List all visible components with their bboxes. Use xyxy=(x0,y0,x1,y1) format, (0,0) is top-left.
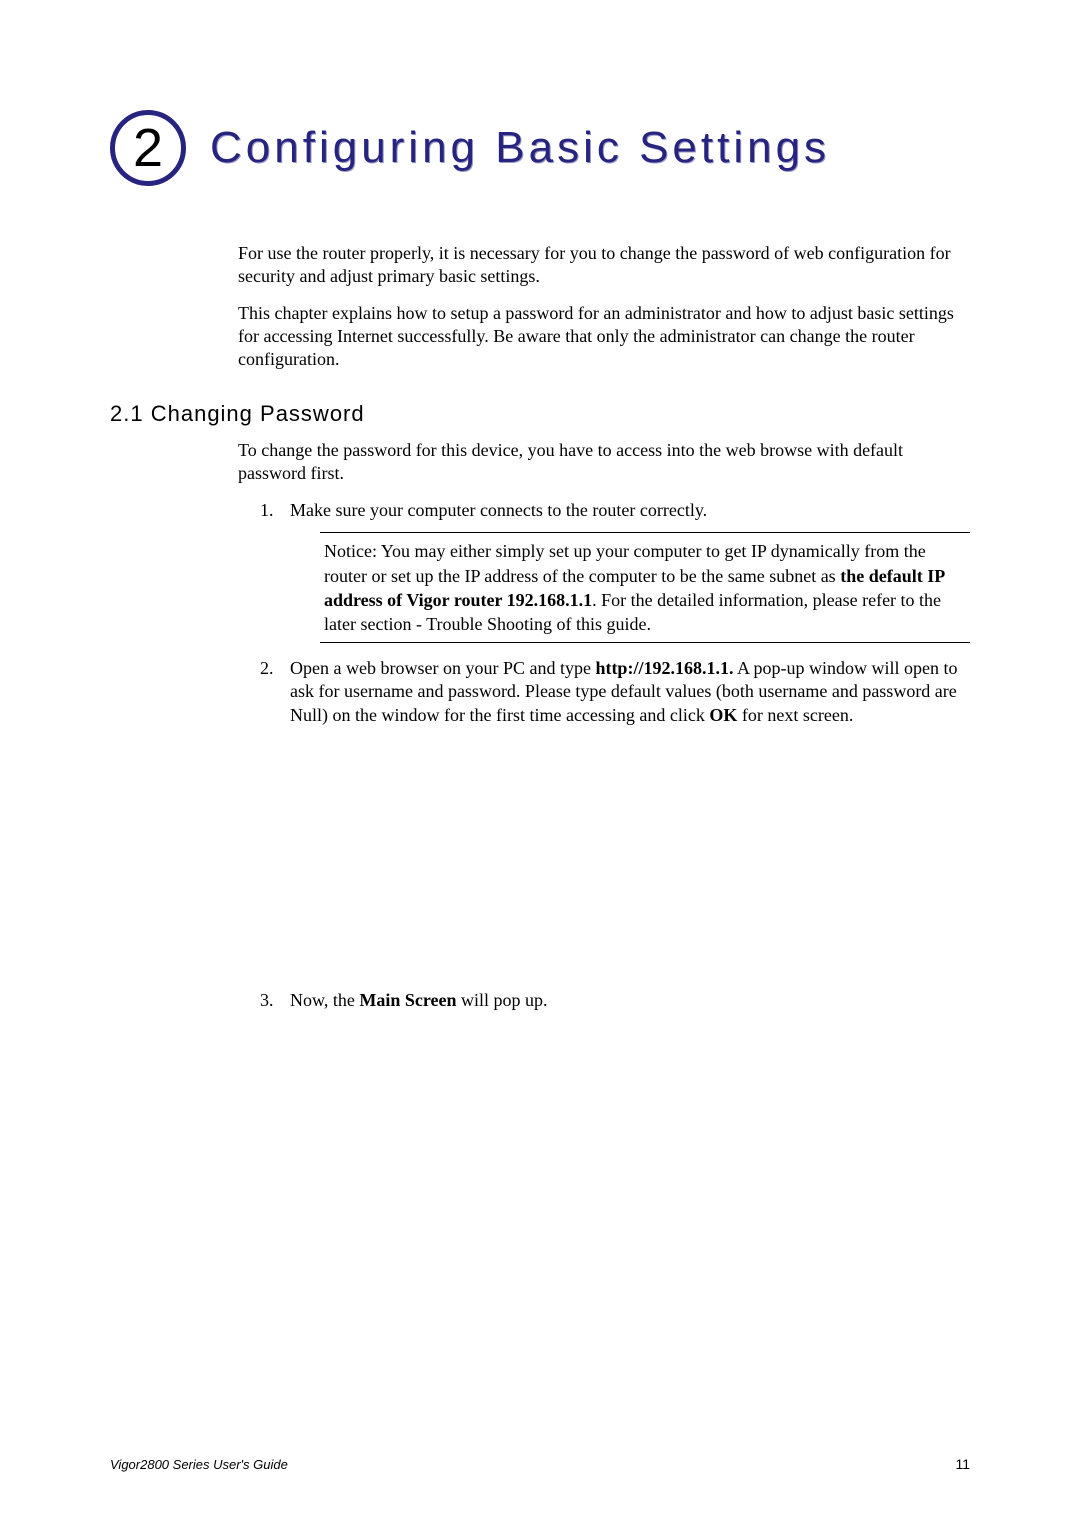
step-3-bold: Main Screen xyxy=(359,990,456,1010)
footer-left: Vigor2800 Series User's Guide xyxy=(110,1457,288,1472)
notice-box: Notice: You may either simply set up you… xyxy=(320,532,970,643)
chapter-title: Configuring Basic Settings xyxy=(210,123,830,173)
step-3-post: will pop up. xyxy=(456,990,547,1010)
footer-page-number: 11 xyxy=(955,1456,970,1472)
chapter-header: 2 Configuring Basic Settings xyxy=(110,110,970,186)
intro-block: For use the router properly, it is neces… xyxy=(238,242,960,371)
step-2-url: http://192.168.1.1. xyxy=(595,658,733,678)
step-1-text: Make sure your computer connects to the … xyxy=(290,500,707,520)
notice-pre: Notice: You may either simply set up you… xyxy=(324,541,926,585)
step-1: Make sure your computer connects to the … xyxy=(278,499,970,643)
intro-paragraph-1: For use the router properly, it is neces… xyxy=(238,242,960,288)
page-footer: Vigor2800 Series User's Guide 11 xyxy=(110,1456,970,1472)
section-intro: To change the password for this device, … xyxy=(238,439,960,485)
section-title: Changing Password xyxy=(151,401,365,426)
screenshot-placeholder-1 xyxy=(290,727,970,977)
intro-paragraph-2: This chapter explains how to setup a pas… xyxy=(238,302,960,371)
section-intro-block: To change the password for this device, … xyxy=(238,439,960,485)
chapter-number-badge: 2 xyxy=(110,110,186,186)
step-3-pre: Now, the xyxy=(290,990,359,1010)
step-2-pre: Open a web browser on your PC and type xyxy=(290,658,595,678)
step-2-ok: OK xyxy=(709,705,737,725)
step-2-post: for next screen. xyxy=(737,705,853,725)
step-2: Open a web browser on your PC and type h… xyxy=(278,657,970,976)
section-heading: 2.1 Changing Password xyxy=(110,401,970,427)
steps-list: Make sure your computer connects to the … xyxy=(278,499,970,1471)
document-page: 2 Configuring Basic Settings For use the… xyxy=(0,0,1080,1528)
section-number: 2.1 xyxy=(110,401,144,426)
screenshot-placeholder-2 xyxy=(290,1012,970,1472)
chapter-number: 2 xyxy=(133,121,163,175)
step-3: Now, the Main Screen will pop up. xyxy=(278,989,970,1472)
